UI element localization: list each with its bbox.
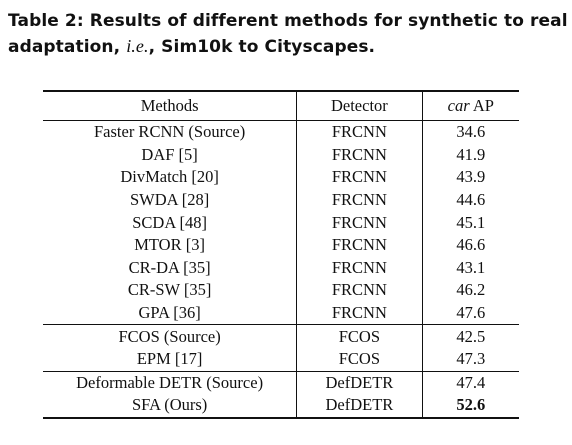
- detector-cell: FRCNN: [296, 143, 423, 167]
- table-row: FCOS (Source) FCOS 42.5: [43, 324, 519, 348]
- ap-cell: 47.6: [456, 303, 486, 323]
- method-cell: SCDA [48]: [43, 211, 298, 234]
- ap-cell: 43.9: [456, 167, 486, 187]
- table-row: SFA (Ours) DefDETR 52.6: [43, 394, 519, 418]
- ap-cell: 42.5: [422, 324, 519, 348]
- detector-cell: FRCNN: [296, 301, 423, 325]
- method-cell: FCOS (Source): [43, 324, 298, 348]
- method-cell: DAF [5]: [43, 143, 298, 167]
- caption-tail: , Sim10k to Cityscapes.: [148, 37, 376, 57]
- table-row: DivMatch [20] FRCNN 43.9: [43, 166, 519, 189]
- ap-cell: 47.4: [422, 370, 519, 395]
- table-caption: Table 2: Results of different methods fo…: [8, 9, 568, 60]
- detector-cell: FRCNN: [296, 279, 423, 302]
- method-cell: EPM [17]: [43, 347, 298, 372]
- ap-cell: 43.1: [456, 257, 486, 277]
- detector-cell: FRCNN: [296, 166, 423, 189]
- best-ap-cell: 52.6: [456, 395, 486, 415]
- method-cell: GPA [36]: [43, 301, 298, 325]
- method-cell: SWDA [28]: [43, 188, 298, 212]
- method-cell: Deformable DETR (Source): [43, 370, 298, 395]
- ap-cell: 46.6: [456, 235, 486, 255]
- ap-cell: 41.9: [456, 144, 486, 164]
- table-row: EPM [17] FCOS 47.3: [43, 347, 519, 372]
- detector-cell: FRCNN: [296, 211, 423, 234]
- detector-cell: FCOS: [296, 347, 423, 372]
- caption-ie: i.e.: [126, 36, 149, 56]
- table-row: GPA [36] FRCNN 47.6: [43, 301, 519, 325]
- method-cell: Faster RCNN (Source): [43, 120, 298, 144]
- ap-cell: 34.6: [456, 122, 486, 142]
- table-row: CR-DA [35] FRCNN 43.1: [43, 256, 519, 280]
- table-row: SWDA [28] FRCNN 44.6: [43, 188, 519, 212]
- header-car: car: [447, 96, 470, 115]
- table-row: MTOR [3] FRCNN 46.6: [43, 233, 519, 257]
- method-cell: CR-SW [35]: [43, 279, 298, 302]
- detector-cell: FRCNN: [296, 233, 423, 257]
- method-cell: MTOR [3]: [43, 233, 298, 257]
- table-row: Faster RCNN (Source) FRCNN 34.6: [43, 120, 519, 144]
- caption-lead: Table 2: Results of different methods fo…: [8, 11, 568, 57]
- detector-cell: DefDETR: [296, 394, 423, 418]
- table-row: Deformable DETR (Source) DefDETR 47.4: [43, 370, 519, 395]
- method-cell: DivMatch [20]: [43, 166, 298, 189]
- detector-cell: FCOS: [296, 324, 423, 348]
- detector-cell: FRCNN: [296, 256, 423, 280]
- results-table: Methods Detector car AP Faster RCNN (Sou…: [43, 90, 519, 419]
- table-row: SCDA [48] FRCNN 45.1: [43, 211, 519, 234]
- detector-cell: DefDETR: [296, 370, 423, 395]
- header-ap: AP: [469, 96, 494, 115]
- ap-cell: 44.6: [456, 190, 486, 210]
- header-detector: Detector: [296, 91, 423, 121]
- table-row: CR-SW [35] FRCNN 46.2: [43, 279, 519, 302]
- detector-cell: FRCNN: [296, 120, 423, 144]
- method-cell: SFA (Ours): [43, 394, 298, 418]
- method-cell: CR-DA [35]: [43, 256, 298, 280]
- table-row: DAF [5] FRCNN 41.9: [43, 143, 519, 167]
- detector-cell: FRCNN: [296, 188, 423, 212]
- ap-cell: 47.3: [456, 349, 486, 369]
- header-methods: Methods: [43, 91, 298, 121]
- header-row: Methods Detector car AP: [43, 91, 519, 121]
- ap-cell: 45.1: [456, 212, 486, 232]
- header-car-ap: car AP: [422, 91, 519, 121]
- ap-cell: 46.2: [456, 280, 486, 300]
